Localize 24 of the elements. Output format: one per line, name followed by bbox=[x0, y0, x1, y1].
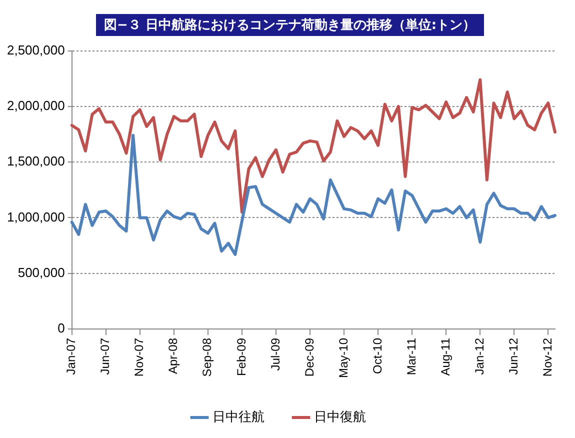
x-tick-label: Nov-12 bbox=[540, 338, 555, 377]
x-tick-label: Jan-12 bbox=[472, 338, 486, 375]
x-tick-label: Dec-09 bbox=[302, 338, 316, 377]
legend-label: 日中往航 bbox=[212, 410, 264, 425]
x-tick-label: Sep-08 bbox=[200, 338, 214, 377]
x-tick-label: Jan-07 bbox=[64, 338, 78, 375]
x-tick-label: Feb-09 bbox=[234, 338, 248, 376]
x-tick-label: May-10 bbox=[336, 338, 350, 378]
y-tick-label: 2,500,000 bbox=[6, 42, 65, 58]
y-tick-label: 0 bbox=[58, 320, 65, 336]
y-tick-label: 1,000,000 bbox=[6, 209, 65, 224]
x-tick-label: Jun-12 bbox=[506, 338, 520, 375]
y-tick-label: 1,500,000 bbox=[6, 154, 65, 169]
x-tick-label: Aug-11 bbox=[438, 338, 452, 376]
x-tick-label: Jun-07 bbox=[98, 338, 112, 375]
x-tick-label: Mar-11 bbox=[404, 338, 418, 376]
x-tick-label: Nov-07 bbox=[132, 338, 146, 377]
x-tick-label: Oct-10 bbox=[370, 338, 384, 374]
y-tick-label: 500,000 bbox=[18, 264, 65, 280]
x-tick-label: Jul-09 bbox=[268, 338, 282, 371]
y-tick-label: 2,000,000 bbox=[6, 98, 65, 114]
chart-title: 図−３ 日中航路におけるコンテナ荷動き量の推移（単位:トン） bbox=[96, 14, 484, 36]
legend-label: 日中復航 bbox=[314, 410, 366, 425]
x-tick-label: Apr-08 bbox=[166, 338, 180, 374]
